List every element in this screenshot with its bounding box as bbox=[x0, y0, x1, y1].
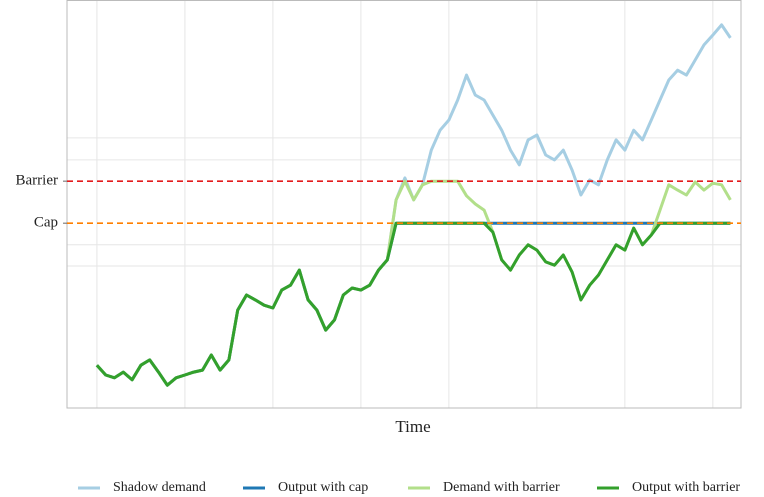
x-axis-title: Time bbox=[395, 417, 430, 436]
legend-label: Output with cap bbox=[278, 480, 368, 495]
y-tick-label: Barrier bbox=[16, 173, 58, 189]
y-tick-label: Cap bbox=[34, 215, 58, 231]
legend-label: Demand with barrier bbox=[443, 480, 560, 495]
series-line bbox=[95, 221, 731, 387]
series-line bbox=[95, 179, 732, 387]
plot-border bbox=[66, 0, 742, 409]
series-line bbox=[95, 23, 732, 387]
legend-label: Output with barrier bbox=[632, 480, 740, 495]
series-line bbox=[95, 221, 731, 387]
legend-label: Shadow demand bbox=[113, 480, 206, 495]
